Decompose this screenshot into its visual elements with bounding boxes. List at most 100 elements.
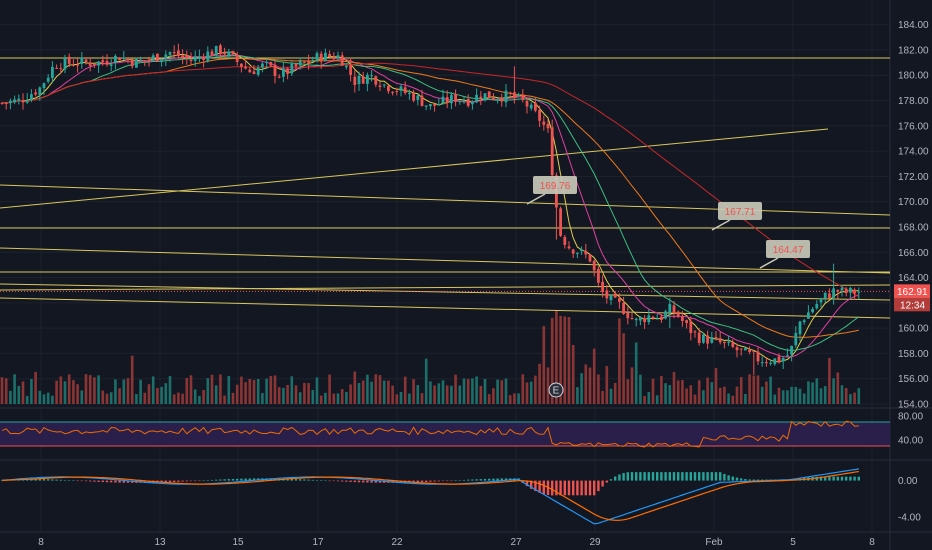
candle bbox=[735, 343, 739, 358]
macd-histogram-bar bbox=[202, 480, 205, 481]
macd-histogram-bar bbox=[341, 480, 344, 482]
annotation-167-71: 167.71 bbox=[711, 202, 762, 231]
candle bbox=[185, 50, 189, 65]
macd-histogram-bar bbox=[59, 479, 62, 481]
candle bbox=[672, 301, 676, 319]
volume-bar bbox=[42, 394, 46, 404]
volume-bar bbox=[798, 388, 802, 404]
macd-histogram-bar bbox=[605, 480, 608, 483]
macd-histogram-bar bbox=[832, 476, 835, 481]
macd-histogram-bar bbox=[471, 479, 474, 481]
volume-bar bbox=[244, 382, 247, 404]
macd-histogram-bar bbox=[303, 479, 306, 481]
volume-bar bbox=[685, 388, 688, 404]
macd-histogram-bar bbox=[656, 472, 659, 481]
volume-bar bbox=[597, 374, 600, 404]
time-tick-label: 29 bbox=[589, 537, 601, 548]
price-tick-label: 154.00 bbox=[898, 400, 929, 411]
candle bbox=[147, 56, 151, 67]
volume-bar bbox=[651, 378, 655, 404]
candle bbox=[76, 58, 79, 73]
price-candles[interactable] bbox=[0, 43, 861, 375]
rsi-line bbox=[1, 420, 859, 448]
candle bbox=[361, 71, 365, 85]
candle bbox=[702, 332, 705, 344]
candle bbox=[756, 347, 760, 365]
candle bbox=[517, 92, 520, 98]
time-tick-label: Feb bbox=[705, 537, 723, 548]
volume-bar bbox=[613, 382, 617, 404]
candle bbox=[597, 266, 600, 288]
candle bbox=[668, 297, 672, 329]
volume-bar bbox=[378, 375, 382, 404]
candle bbox=[286, 67, 289, 80]
macd-histogram-bar bbox=[710, 472, 713, 481]
candle bbox=[227, 48, 231, 59]
candle bbox=[403, 81, 407, 95]
volume-bar bbox=[391, 385, 394, 404]
candle bbox=[374, 75, 378, 88]
volume-bar bbox=[34, 371, 37, 404]
volume-bar bbox=[668, 385, 672, 404]
candle bbox=[807, 305, 810, 319]
macd-histogram-bar bbox=[538, 480, 541, 493]
macd-histogram-bar bbox=[534, 480, 537, 492]
volume-bar bbox=[496, 379, 499, 404]
volume-bar bbox=[563, 316, 567, 404]
volume-bar bbox=[206, 378, 210, 404]
candle bbox=[433, 103, 436, 112]
candle bbox=[101, 55, 105, 66]
candle bbox=[781, 355, 785, 369]
candle bbox=[424, 105, 428, 111]
price-tick-label: 174.00 bbox=[898, 147, 929, 158]
candle bbox=[114, 54, 117, 70]
macd-histogram-bar bbox=[647, 472, 650, 481]
candle bbox=[55, 64, 58, 69]
volume-bar bbox=[609, 388, 613, 404]
candle bbox=[727, 335, 730, 346]
candle bbox=[609, 294, 613, 305]
candle bbox=[429, 103, 432, 110]
volume-bar bbox=[756, 375, 760, 404]
macd-histogram-bar bbox=[857, 476, 860, 481]
ma-long-line bbox=[2, 62, 860, 298]
volume-bar bbox=[59, 376, 63, 404]
volume-bar bbox=[17, 385, 21, 404]
candle bbox=[25, 93, 29, 104]
volume-bar bbox=[9, 390, 12, 404]
price-tick-label: 182.00 bbox=[898, 45, 929, 56]
volume-bar bbox=[727, 393, 730, 404]
candle bbox=[244, 59, 247, 70]
volume-bar bbox=[849, 394, 852, 404]
volume-bar bbox=[80, 390, 84, 404]
candle bbox=[0, 101, 4, 105]
volume-bar bbox=[382, 380, 386, 404]
volume-bar bbox=[277, 387, 281, 404]
candle bbox=[63, 54, 67, 74]
volume-bar bbox=[399, 391, 403, 404]
macd-histogram-bar bbox=[315, 480, 319, 481]
candle bbox=[408, 89, 411, 100]
macd-histogram-bar bbox=[635, 472, 638, 481]
volume-bar bbox=[744, 394, 747, 404]
candle bbox=[622, 296, 625, 315]
volume-bar bbox=[408, 393, 411, 404]
candle bbox=[193, 50, 197, 67]
volume-bar bbox=[538, 363, 541, 404]
volume-bar bbox=[387, 380, 390, 404]
candle bbox=[660, 314, 663, 323]
candle bbox=[126, 57, 130, 64]
candle bbox=[273, 60, 277, 84]
macd-histogram-bar bbox=[93, 480, 96, 482]
candle bbox=[760, 356, 764, 367]
volume-bar bbox=[235, 384, 239, 404]
volume-bar bbox=[487, 394, 491, 404]
candle bbox=[370, 70, 373, 82]
candle bbox=[345, 65, 348, 70]
candle bbox=[189, 52, 193, 65]
macd-histogram-bar bbox=[483, 478, 487, 481]
volume-bar bbox=[361, 380, 365, 404]
macd-histogram-bar bbox=[693, 472, 697, 481]
volume-bar bbox=[702, 390, 705, 404]
